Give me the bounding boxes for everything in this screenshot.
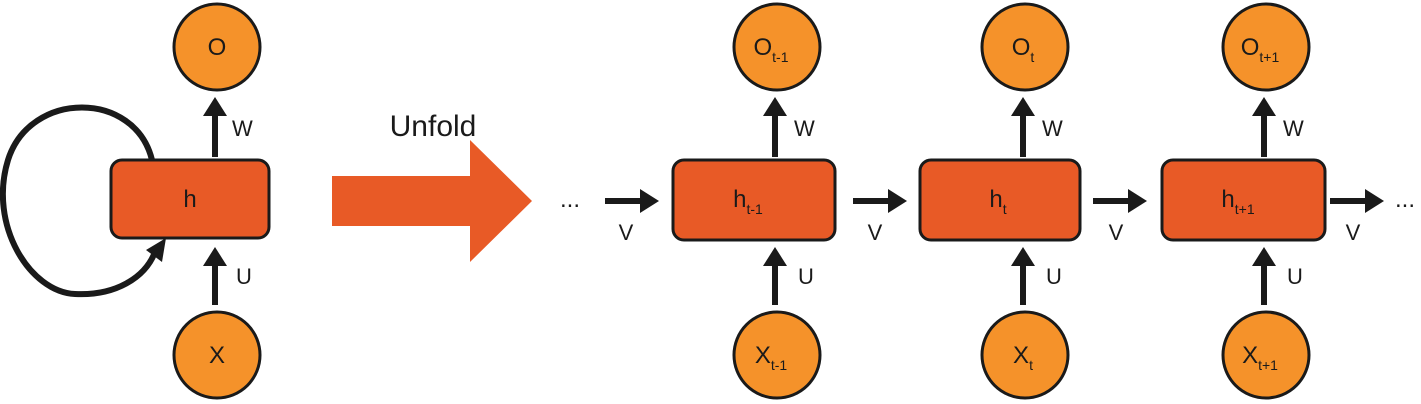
u-label: U bbox=[1287, 264, 1303, 289]
self-loop-arrowhead bbox=[146, 238, 166, 262]
u-label: U bbox=[1046, 264, 1062, 289]
folded-input-label: X bbox=[209, 342, 225, 369]
w-label: W bbox=[794, 116, 815, 141]
hidden-label: ht+1 bbox=[1221, 186, 1254, 217]
output-node bbox=[732, 2, 822, 92]
folded-output-label: O bbox=[208, 34, 227, 61]
w-label: W bbox=[1283, 116, 1304, 141]
time-step-0: Ot-1 W ht-1 U Xt-1 bbox=[671, 2, 837, 400]
folded-w-arrowhead bbox=[203, 97, 227, 116]
folded-input-node bbox=[172, 310, 262, 400]
recurrent-label: V bbox=[619, 220, 634, 245]
unfold-big-arrow bbox=[332, 140, 532, 262]
output-label: Ot+1 bbox=[1241, 34, 1280, 65]
folded-rnn: O W h U X bbox=[0, 2, 271, 400]
folded-w-label: W bbox=[232, 116, 253, 141]
hidden-label: ht bbox=[989, 186, 1006, 217]
u-label: U bbox=[798, 264, 814, 289]
hidden-node bbox=[918, 158, 1082, 242]
folded-u-label: U bbox=[236, 264, 252, 289]
ellipsis-left: ... bbox=[560, 186, 580, 213]
folded-output-node bbox=[172, 2, 262, 92]
recurrent-label: V bbox=[868, 220, 883, 245]
recurrent-arrow-0: V bbox=[605, 189, 659, 245]
unfold-label: Unfold bbox=[390, 110, 477, 143]
output-node bbox=[980, 2, 1070, 92]
input-node bbox=[1221, 310, 1311, 400]
hidden-label: ht-1 bbox=[733, 186, 763, 217]
folded-hidden-label: h bbox=[183, 186, 196, 213]
input-label: Xt-1 bbox=[755, 342, 788, 373]
time-step-2: Ot+1 W ht+1 U Xt+1 bbox=[1160, 2, 1327, 400]
hidden-node bbox=[671, 158, 837, 242]
recurrent-arrow-3: V bbox=[1330, 189, 1384, 245]
ellipsis-right: ... bbox=[1395, 186, 1415, 213]
input-label: Xt+1 bbox=[1242, 342, 1278, 373]
output-node bbox=[1221, 2, 1311, 92]
hidden-node bbox=[1160, 158, 1327, 242]
folded-hidden-node bbox=[109, 158, 271, 240]
input-node bbox=[980, 310, 1070, 400]
recurrent-label: V bbox=[1109, 220, 1124, 245]
unrolled-sequence: ... ... V V V V Ot-1 W bbox=[560, 2, 1415, 400]
input-node bbox=[732, 310, 822, 400]
recurrent-arrow-1: V bbox=[853, 189, 907, 245]
input-label: Xt bbox=[1013, 342, 1033, 373]
output-label: Ot bbox=[1012, 34, 1035, 65]
recurrent-label: V bbox=[1346, 220, 1361, 245]
output-label: Ot-1 bbox=[753, 34, 788, 65]
folded-u-arrowhead bbox=[203, 247, 227, 266]
recurrent-arrow-2: V bbox=[1093, 189, 1147, 245]
self-loop-arc bbox=[0, 104, 158, 298]
time-step-1: Ot W ht U Xt bbox=[918, 2, 1082, 400]
w-label: W bbox=[1042, 116, 1063, 141]
unfold-transition: Unfold bbox=[332, 110, 532, 262]
